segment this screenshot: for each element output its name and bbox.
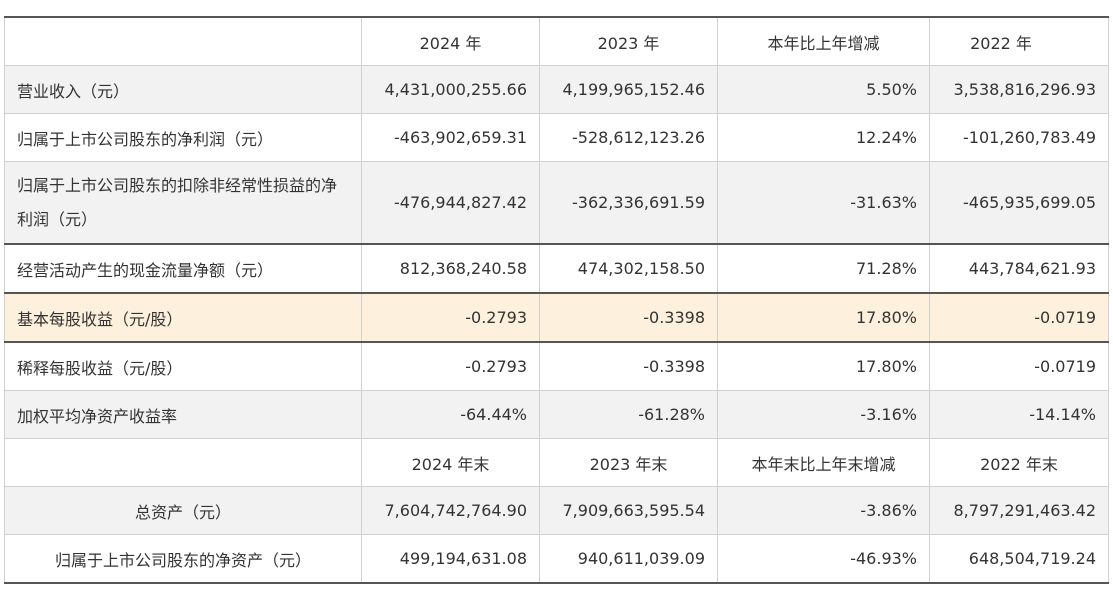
- cell-value: 940,611,039.09: [539, 534, 718, 584]
- table-row: 归属于上市公司股东的扣除非经常性损益的净利润（元） -476,944,827.4…: [4, 161, 1109, 245]
- header-row-period-end: 2024 年末 2023 年末 本年末比上年末增减 2022 年末: [4, 438, 1109, 487]
- cell-value: 71.28%: [717, 243, 930, 294]
- row-label: 基本每股收益（元/股）: [4, 292, 362, 343]
- header-cell-change-end: 本年末比上年末增减: [717, 438, 930, 487]
- financial-table: 2024 年 2023 年 本年比上年增减 2022 年 营业收入（元） 4,4…: [4, 16, 1109, 584]
- row-label: 归属于上市公司股东的扣除非经常性损益的净利润（元）: [4, 161, 362, 245]
- table-row-highlighted: 基本每股收益（元/股） -0.2793 -0.3398 17.80% -0.07…: [4, 292, 1109, 343]
- cell-value: 648,504,719.24: [929, 534, 1109, 584]
- header-cell-2024: 2024 年: [361, 16, 540, 66]
- cell-value: -64.44%: [361, 390, 540, 439]
- cell-value: 7,604,742,764.90: [361, 486, 540, 535]
- cell-value: -0.2793: [361, 292, 540, 343]
- cell-value: -528,612,123.26: [539, 113, 718, 162]
- row-label: 营业收入（元）: [4, 65, 362, 114]
- header-row: 2024 年 2023 年 本年比上年增减 2022 年: [4, 16, 1109, 66]
- cell-value: 12.24%: [717, 113, 930, 162]
- header-cell-2024-end: 2024 年末: [361, 438, 540, 487]
- cell-value: -465,935,699.05: [929, 161, 1109, 245]
- header-cell-2023: 2023 年: [539, 16, 718, 66]
- header-cell-2023-end: 2023 年末: [539, 438, 718, 487]
- cell-value: 17.80%: [717, 341, 930, 391]
- row-label: 经营活动产生的现金流量净额（元）: [4, 243, 362, 294]
- cell-value: -0.0719: [929, 292, 1109, 343]
- table-row: 加权平均净资产收益率 -64.44% -61.28% -3.16% -14.14…: [4, 390, 1109, 439]
- cell-value: -14.14%: [929, 390, 1109, 439]
- cell-value: 7,909,663,595.54: [539, 486, 718, 535]
- row-label: 归属于上市公司股东的净资产（元）: [4, 534, 362, 584]
- cell-value: -362,336,691.59: [539, 161, 718, 245]
- cell-value: 3,538,816,296.93: [929, 65, 1109, 114]
- cell-value: -0.3398: [539, 292, 718, 343]
- header-cell-2022: 2022 年: [929, 16, 1109, 66]
- cell-value: -0.3398: [539, 341, 718, 391]
- table-row: 总资产（元） 7,604,742,764.90 7,909,663,595.54…: [4, 486, 1109, 535]
- row-label: 稀释每股收益（元/股）: [4, 341, 362, 391]
- cell-value: -3.86%: [717, 486, 930, 535]
- cell-value: 474,302,158.50: [539, 243, 718, 294]
- header-cell-change: 本年比上年增减: [717, 16, 930, 66]
- cell-value: -61.28%: [539, 390, 718, 439]
- table-row: 归属于上市公司股东的净利润（元） -463,902,659.31 -528,61…: [4, 113, 1109, 162]
- cell-value: 17.80%: [717, 292, 930, 343]
- cell-value: -0.2793: [361, 341, 540, 391]
- cell-value: 8,797,291,463.42: [929, 486, 1109, 535]
- table-row: 归属于上市公司股东的净资产（元） 499,194,631.08 940,611,…: [4, 534, 1109, 584]
- cell-value: -31.63%: [717, 161, 930, 245]
- row-label: 总资产（元）: [4, 486, 362, 535]
- header-cell-empty: [4, 16, 362, 66]
- row-label: 加权平均净资产收益率: [4, 390, 362, 439]
- header-cell-2022-end: 2022 年末: [929, 438, 1109, 487]
- cell-value: 812,368,240.58: [361, 243, 540, 294]
- row-label: 归属于上市公司股东的净利润（元）: [4, 113, 362, 162]
- table-row: 经营活动产生的现金流量净额（元） 812,368,240.58 474,302,…: [4, 243, 1109, 294]
- cell-value: -46.93%: [717, 534, 930, 584]
- cell-value: 4,431,000,255.66: [361, 65, 540, 114]
- cell-value: -476,944,827.42: [361, 161, 540, 245]
- cell-value: 4,199,965,152.46: [539, 65, 718, 114]
- cell-value: -463,902,659.31: [361, 113, 540, 162]
- cell-value: -3.16%: [717, 390, 930, 439]
- header-cell-empty: [4, 438, 362, 487]
- cell-value: -0.0719: [929, 341, 1109, 391]
- cell-value: 443,784,621.93: [929, 243, 1109, 294]
- cell-value: 499,194,631.08: [361, 534, 540, 584]
- cell-value: 5.50%: [717, 65, 930, 114]
- table-row: 营业收入（元） 4,431,000,255.66 4,199,965,152.4…: [4, 65, 1109, 114]
- table-row: 稀释每股收益（元/股） -0.2793 -0.3398 17.80% -0.07…: [4, 341, 1109, 391]
- cell-value: -101,260,783.49: [929, 113, 1109, 162]
